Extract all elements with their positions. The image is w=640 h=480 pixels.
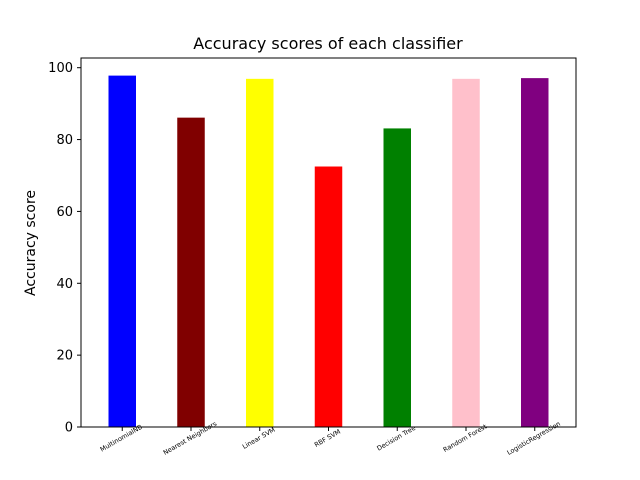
bar-rbf-svm <box>314 166 343 427</box>
bar-multinomialnb <box>108 75 136 428</box>
bar-logisticregression <box>521 78 549 428</box>
bar-linear-svm <box>246 78 274 427</box>
bar-nearest-neighbors <box>177 117 205 427</box>
y-axis-label: Accuracy score <box>23 190 39 296</box>
y-tick-label: 40 <box>56 277 73 292</box>
y-tick-label: 0 <box>65 421 73 436</box>
bar-random-forest <box>452 78 480 427</box>
y-tick-label: 100 <box>48 61 73 76</box>
chart-title: Accuracy scores of each classifier <box>193 34 463 53</box>
bar-decision-tree <box>383 128 411 428</box>
y-tick-label: 60 <box>56 205 73 220</box>
y-tick-label: 20 <box>56 349 73 364</box>
y-tick-label: 80 <box>56 133 73 148</box>
